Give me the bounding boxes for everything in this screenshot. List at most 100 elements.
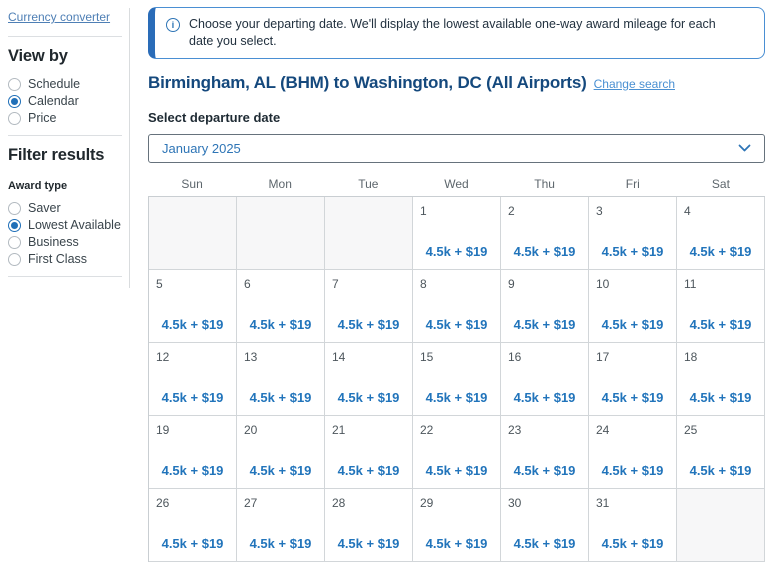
calendar-cell-day-13[interactable]: 13 4.5k + $19 [237,343,325,416]
calendar-cell-day-20[interactable]: 20 4.5k + $19 [237,416,325,489]
calendar-cell-day-4[interactable]: 4 4.5k + $19 [677,197,765,270]
view-by-heading: View by [8,47,68,65]
award-price: 4.5k + $19 [161,317,224,332]
calendar-cell-day-31[interactable]: 31 4.5k + $19 [589,489,677,562]
calendar-cell-day-30[interactable]: 30 4.5k + $19 [501,489,589,562]
calendar-cell-day-6[interactable]: 6 4.5k + $19 [237,270,325,343]
award-price: 4.5k + $19 [425,390,488,405]
radio-label: Saver [28,201,61,215]
calendar-cell-day-29[interactable]: 29 4.5k + $19 [413,489,501,562]
award-price: 4.5k + $19 [601,244,664,259]
award-type-radio-group: Saver Lowest Available Business First Class [8,201,122,266]
day-number: 23 [508,423,522,437]
calendar-cell-day-1[interactable]: 1 4.5k + $19 [413,197,501,270]
day-number: 26 [156,496,170,510]
calendar-cell-day-14[interactable]: 14 4.5k + $19 [325,343,413,416]
calendar-cell-day-16[interactable]: 16 4.5k + $19 [501,343,589,416]
day-number: 10 [596,277,610,291]
day-number: 30 [508,496,522,510]
award-price: 4.5k + $19 [513,244,576,259]
award-price: 4.5k + $19 [249,463,312,478]
radio-label: Calendar [28,94,79,108]
calendar-cell-day-28[interactable]: 28 4.5k + $19 [325,489,413,562]
day-number: 9 [508,277,515,291]
calendar-empty-cell [237,197,325,270]
calendar-cell-day-3[interactable]: 3 4.5k + $19 [589,197,677,270]
radio-icon [8,111,21,125]
view-by-option-price[interactable]: Price [8,111,122,125]
award-price: 4.5k + $19 [425,244,488,259]
currency-converter-link[interactable]: Currency converter [8,10,111,24]
award-price: 4.5k + $19 [249,317,312,332]
day-number: 22 [420,423,434,437]
calendar-cell-day-22[interactable]: 22 4.5k + $19 [413,416,501,489]
award-price: 4.5k + $19 [425,317,488,332]
info-icon: i [166,18,180,32]
award-type-option-business[interactable]: Business [8,235,122,249]
calendar-cell-day-17[interactable]: 17 4.5k + $19 [589,343,677,416]
award-price: 4.5k + $19 [337,536,400,551]
day-number: 7 [332,277,339,291]
day-number: 5 [156,277,163,291]
info-banner: i Choose your departing date. We'll disp… [148,7,765,59]
radio-icon [8,77,21,91]
day-header-tue: Tue [358,177,379,191]
view-by-option-calendar[interactable]: Calendar [8,94,122,108]
day-header-sat: Sat [711,177,730,191]
award-price: 4.5k + $19 [513,463,576,478]
calendar-cell-day-9[interactable]: 9 4.5k + $19 [501,270,589,343]
radio-selected-icon [8,94,21,108]
calendar-cell-day-26[interactable]: 26 4.5k + $19 [149,489,237,562]
calendar-cell-day-23[interactable]: 23 4.5k + $19 [501,416,589,489]
calendar-cell-day-5[interactable]: 5 4.5k + $19 [149,270,237,343]
calendar-cell-day-24[interactable]: 24 4.5k + $19 [589,416,677,489]
calendar-cell-day-11[interactable]: 11 4.5k + $19 [677,270,765,343]
award-type-option-saver[interactable]: Saver [8,201,122,215]
day-number: 2 [508,204,515,218]
day-number: 20 [244,423,258,437]
day-number: 18 [684,350,698,364]
route-title-text: Birmingham, AL (BHM) to Washington, DC (… [148,73,587,92]
award-price: 4.5k + $19 [513,390,576,405]
day-number: 27 [244,496,258,510]
view-by-radio-group: Schedule Calendar Price [8,77,122,125]
route-title: Birmingham, AL (BHM) to Washington, DC (… [148,73,765,93]
calendar-empty-cell [325,197,413,270]
change-search-link[interactable]: Change search [593,77,675,91]
day-number: 17 [596,350,610,364]
calendar-cell-day-21[interactable]: 21 4.5k + $19 [325,416,413,489]
award-price: 4.5k + $19 [513,536,576,551]
day-header-wed: Wed [444,177,469,191]
radio-label: First Class [28,252,88,266]
filter-results-heading: Filter results [8,146,105,164]
award-price: 4.5k + $19 [161,536,224,551]
day-header-sun: Sun [181,177,203,191]
view-by-option-schedule[interactable]: Schedule [8,77,122,91]
day-number: 29 [420,496,434,510]
award-price: 4.5k + $19 [601,463,664,478]
award-type-option-first-class[interactable]: First Class [8,252,122,266]
calendar-cell-day-12[interactable]: 12 4.5k + $19 [149,343,237,416]
award-price: 4.5k + $19 [161,390,224,405]
calendar-cell-day-25[interactable]: 25 4.5k + $19 [677,416,765,489]
day-number: 16 [508,350,522,364]
calendar-cell-day-27[interactable]: 27 4.5k + $19 [237,489,325,562]
month-select[interactable]: January 2025 [148,134,765,163]
award-price: 4.5k + $19 [337,463,400,478]
award-price: 4.5k + $19 [161,463,224,478]
calendar-cell-day-15[interactable]: 15 4.5k + $19 [413,343,501,416]
calendar-cell-day-7[interactable]: 7 4.5k + $19 [325,270,413,343]
calendar-cell-day-8[interactable]: 8 4.5k + $19 [413,270,501,343]
calendar-cell-day-10[interactable]: 10 4.5k + $19 [589,270,677,343]
award-price: 4.5k + $19 [513,317,576,332]
award-price: 4.5k + $19 [249,536,312,551]
day-number: 4 [684,204,691,218]
radio-icon [8,201,21,215]
day-number: 15 [420,350,434,364]
award-type-option-lowest-available[interactable]: Lowest Available [8,218,122,232]
calendar-cell-day-18[interactable]: 18 4.5k + $19 [677,343,765,416]
day-number: 31 [596,496,610,510]
calendar-cell-day-19[interactable]: 19 4.5k + $19 [149,416,237,489]
calendar-cell-day-2[interactable]: 2 4.5k + $19 [501,197,589,270]
radio-label: Schedule [28,77,81,91]
